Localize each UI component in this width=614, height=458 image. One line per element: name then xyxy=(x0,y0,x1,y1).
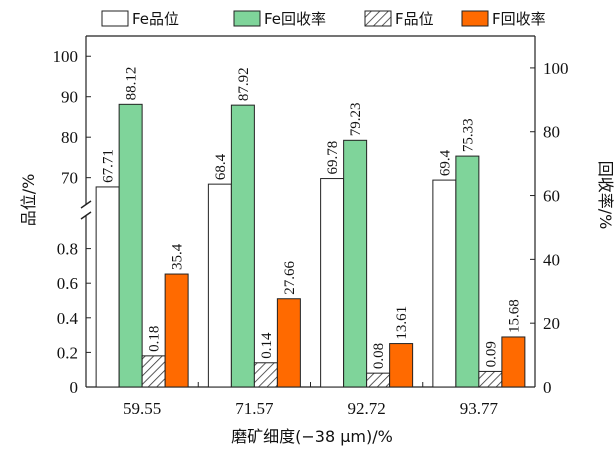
legend-swatch xyxy=(461,10,489,27)
bar xyxy=(141,355,166,388)
y-right-tick-label: 80 xyxy=(543,123,560,142)
legend-label: F品位 xyxy=(395,10,434,28)
y-left-tick-label: 90 xyxy=(61,88,78,107)
data-label: 68.4 xyxy=(213,153,229,180)
bar xyxy=(230,104,255,388)
legend: Fe品位 Fe回收率 F品位 F回收率 xyxy=(101,10,546,28)
bar xyxy=(253,362,278,388)
y-left-tick-label: 0 xyxy=(70,378,79,397)
bar xyxy=(320,178,345,388)
y-right-tick-label: 0 xyxy=(543,378,552,397)
legend-swatch xyxy=(364,10,392,27)
bars xyxy=(95,103,526,388)
bar xyxy=(366,372,391,388)
bar xyxy=(343,139,368,388)
y-left-tick-label: 0.2 xyxy=(57,343,78,362)
data-label: 79.23 xyxy=(348,103,364,137)
y-left-tick-label: 0.8 xyxy=(57,240,78,259)
data-label: 69.4 xyxy=(437,149,453,176)
data-label: 0.18 xyxy=(147,326,163,352)
y-left-tick-label: 70 xyxy=(61,169,78,188)
y-axis-left-title: 品位/% xyxy=(19,174,38,227)
y-right-tick-label: 60 xyxy=(543,187,560,206)
bar xyxy=(455,155,480,388)
y-right-tick-label: 100 xyxy=(543,59,569,78)
data-label: 15.68 xyxy=(506,299,522,333)
data-label: 13.61 xyxy=(394,306,410,340)
bar xyxy=(478,370,503,388)
y-right-tick-label: 20 xyxy=(543,314,560,333)
legend-label: Fe回收率 xyxy=(264,10,326,28)
axis-break-mark xyxy=(80,200,92,209)
data-label: 35.4 xyxy=(170,243,186,270)
y-right-tick-label: 40 xyxy=(543,250,560,269)
bar xyxy=(118,103,143,388)
x-tick-label: 71.57 xyxy=(235,399,274,418)
data-label: 0.14 xyxy=(259,332,275,359)
data-label: 69.78 xyxy=(325,141,341,175)
axes: 70 80 90 100 0 0.2 0.4 0.6 0.8 0 20 40 60 80 100 59.55 7… xyxy=(53,35,569,418)
y-left-tick-label: 0.6 xyxy=(57,274,78,293)
y-left-tick-label: 80 xyxy=(61,128,78,147)
axis-break-mark xyxy=(80,211,92,220)
x-tick-label: 93.77 xyxy=(460,399,499,418)
x-axis-title: 磨矿细度(−38 μm)/% xyxy=(231,427,393,446)
data-label: 88.12 xyxy=(124,67,140,101)
data-label: 27.66 xyxy=(282,260,298,294)
data-label: 0.08 xyxy=(371,343,387,369)
x-tick-label: 92.72 xyxy=(348,399,386,418)
bar xyxy=(389,343,414,388)
data-label: 0.09 xyxy=(483,341,499,367)
bar xyxy=(501,336,526,388)
x-tick-label: 59.55 xyxy=(123,399,161,418)
y-left-tick-label: 100 xyxy=(53,47,79,66)
data-label: 75.33 xyxy=(460,118,476,152)
data-label: 67.71 xyxy=(101,149,117,183)
data-label: 87.92 xyxy=(236,67,252,101)
bar xyxy=(164,273,189,388)
bar xyxy=(207,183,232,388)
bar xyxy=(95,186,120,388)
legend-swatch xyxy=(233,10,261,27)
legend-swatch xyxy=(101,10,129,27)
legend-label: Fe品位 xyxy=(132,10,179,28)
data-labels: 67.71 88.12 0.18 35.4 68.4 87.92 0.14 27.66 69.7… xyxy=(101,67,523,370)
y-left-tick-label: 0.4 xyxy=(57,309,79,328)
bar xyxy=(432,179,457,388)
legend-label: F回收率 xyxy=(492,10,546,28)
bar xyxy=(276,298,301,388)
y-axis-right-title: 回收率/% xyxy=(596,161,614,230)
